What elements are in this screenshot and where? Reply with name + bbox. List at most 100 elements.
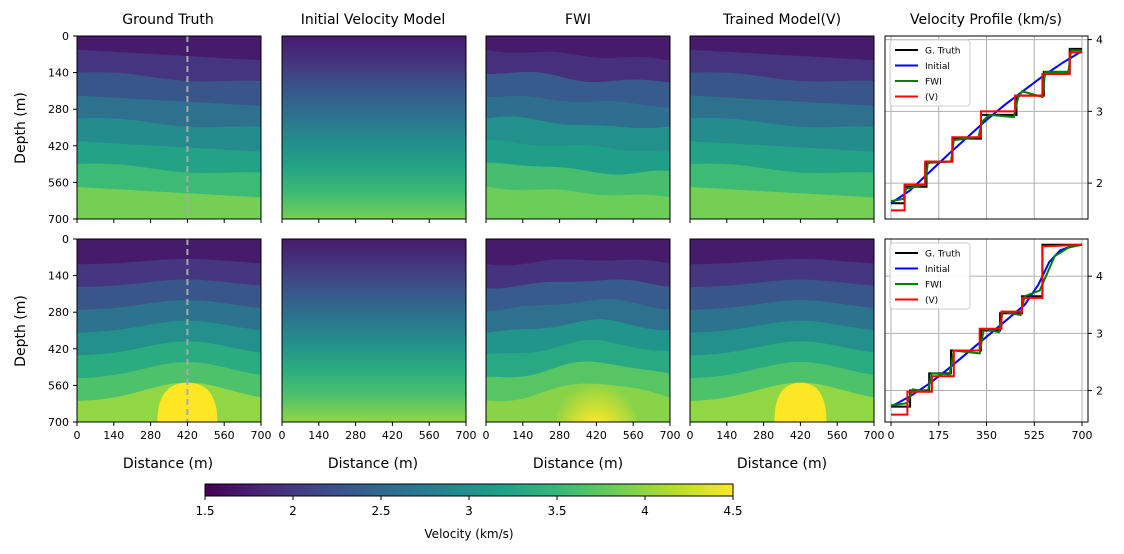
layer [690, 187, 874, 219]
xtick-label: 560 [827, 429, 848, 442]
xtick-label: 140 [512, 429, 533, 442]
xtick-label: 0 [483, 429, 490, 442]
title-fwi: FWI [565, 12, 591, 28]
panel-init-row1 [282, 36, 466, 219]
panel-frame [485, 35, 671, 220]
profile-frame [884, 35, 1089, 220]
dome [774, 382, 827, 422]
ytick-label: 0 [62, 233, 69, 246]
colorbar-tick-label: 4 [641, 504, 649, 518]
ytick-label: 4 [1096, 270, 1103, 283]
xtick-label: 140 [103, 429, 124, 442]
panel-trained-row2 [690, 239, 874, 422]
legend-entry: FWI [925, 281, 942, 291]
ylabel-row1: Depth (m) [13, 92, 29, 164]
legend: G. Truth Initial FWI (V) [889, 39, 971, 107]
ytick-label: 420 [48, 140, 69, 153]
ytick-label: 700 [48, 213, 69, 226]
title-velocity-profile: Velocity Profile (km/s) [910, 12, 1062, 28]
profile-panels: 2 3 4 G. Truth Initial FWI (V) 2 3 4 0 175 350 525 700… [884, 34, 1103, 442]
panel-trained-row1 [690, 36, 874, 219]
xtick-label: 420 [586, 429, 607, 442]
colorbar-tick-label: 3 [465, 504, 473, 518]
xtick-label: 350 [976, 429, 997, 442]
xtick-label: 280 [140, 429, 161, 442]
xtick-label: 0 [687, 429, 694, 442]
xtick-label: 700 [251, 429, 272, 442]
ytick-label: 700 [48, 416, 69, 429]
legend-entry: G. Truth [925, 47, 961, 57]
xtick-label: 700 [456, 429, 477, 442]
xtick-label: 280 [549, 429, 570, 442]
panel-frame [76, 238, 262, 423]
ytick-label: 2 [1096, 177, 1103, 190]
xtick-label: 560 [623, 429, 644, 442]
ytick-label: 3 [1096, 105, 1103, 118]
ytick-label: 420 [48, 343, 69, 356]
xtick-label: 140 [716, 429, 737, 442]
xtick-label: 140 [308, 429, 329, 442]
layer [77, 187, 261, 219]
ytick-label: 4 [1096, 34, 1103, 47]
panel-gt-row1 [77, 36, 261, 219]
legend-box [889, 242, 971, 310]
ytick-label: 560 [48, 379, 69, 392]
ytick-label: 280 [48, 306, 69, 319]
series-v [891, 51, 1082, 212]
panel-frame [281, 238, 467, 423]
ylabel-row2: Depth (m) [13, 295, 29, 367]
ytick-label: 0 [62, 30, 69, 43]
dome [556, 362, 637, 422]
colorbar-tick-label: 1.5 [195, 504, 214, 518]
velocity-profile-row1: 2 3 4 G. Truth Initial FWI (V) [884, 34, 1103, 220]
title-initial-model: Initial Velocity Model [301, 12, 446, 28]
layer [486, 186, 670, 219]
panel-init-row2 [282, 239, 466, 422]
colorbar-label: Velocity (km/s) [424, 527, 513, 541]
legend-box [889, 39, 971, 107]
xtick-label: 560 [214, 429, 235, 442]
legend-entry: Initial [925, 62, 950, 72]
colorbar-tick-label: 3.5 [547, 504, 566, 518]
velocity-panels [76, 35, 875, 423]
panel-frame [689, 35, 875, 220]
series-v [891, 243, 1083, 416]
panel-frame [281, 35, 467, 220]
panel-frame [689, 238, 875, 423]
xtick-label: 700 [864, 429, 885, 442]
colorbar-tick-label: 2 [289, 504, 297, 518]
panel-fwi-row1 [486, 36, 670, 219]
panel-fwi-row2 [486, 239, 670, 422]
xtick-label: 700 [660, 429, 681, 442]
ytick-label: 140 [48, 67, 69, 80]
xtick-label: 420 [382, 429, 403, 442]
velocity-profile-row2: 2 3 4 0 175 350 525 700 G. Truth Initial FWI (V) [884, 238, 1103, 442]
panel-frame [485, 238, 671, 423]
xlabel-trained-model: Distance (m) [737, 456, 827, 472]
ytick-label: 3 [1096, 327, 1103, 340]
xtick-label: 525 [1024, 429, 1045, 442]
xtick-label: 420 [790, 429, 811, 442]
legend-entry: (V) [925, 296, 938, 306]
legend-entry: Initial [925, 265, 950, 275]
xtick-label: 700 [1072, 429, 1093, 442]
ytick-label: 2 [1096, 385, 1103, 398]
panel-frame [76, 35, 262, 220]
smooth-background [282, 36, 466, 219]
xtick-label: 420 [177, 429, 198, 442]
ytick-label: 560 [48, 176, 69, 189]
xlabel-ground-truth: Distance (m) [123, 456, 213, 472]
xtick-label: 0 [279, 429, 286, 442]
panel-gt-row2 [77, 239, 261, 422]
legend-entry: G. Truth [925, 250, 961, 260]
ytick-label: 140 [48, 270, 69, 283]
colorbar-tick-label: 4.5 [723, 504, 742, 518]
colorbar-tick-label: 2.5 [371, 504, 390, 518]
ytick-label: 280 [48, 103, 69, 116]
title-ground-truth: Ground Truth [122, 12, 213, 28]
xtick-label: 280 [345, 429, 366, 442]
colorbar [204, 483, 734, 497]
dome-blur [332, 357, 453, 422]
xlabel-initial-model: Distance (m) [328, 456, 418, 472]
